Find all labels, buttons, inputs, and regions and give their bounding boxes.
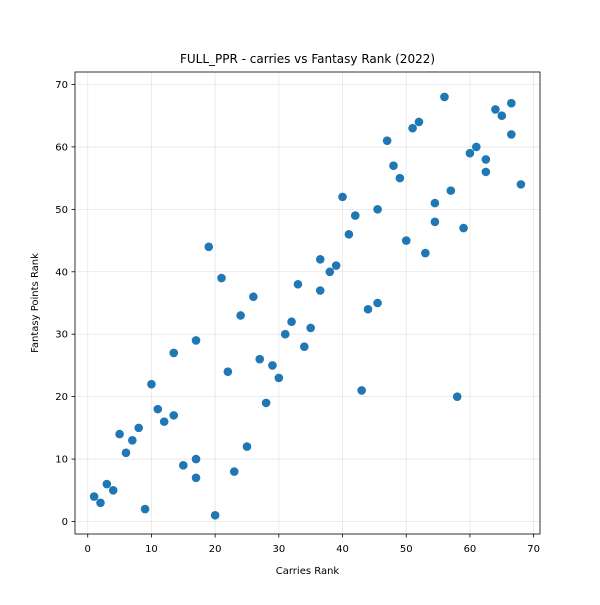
x-tick-label: 20 — [209, 544, 222, 555]
data-point — [414, 117, 424, 127]
data-point — [169, 411, 179, 420]
data-point — [382, 136, 392, 145]
data-point — [421, 248, 430, 258]
data-point — [452, 392, 462, 401]
y-tick-label: 30 — [55, 330, 68, 341]
data-point — [115, 429, 124, 439]
data-point — [373, 205, 382, 214]
y-tick-label: 70 — [55, 80, 68, 91]
data-point — [401, 236, 411, 245]
data-point — [223, 367, 233, 376]
data-point — [210, 510, 220, 520]
data-point — [287, 317, 296, 327]
data-point — [306, 323, 315, 333]
data-point — [96, 498, 105, 508]
data-point — [350, 211, 360, 220]
x-tick-label: 70 — [527, 544, 540, 555]
data-point — [89, 492, 99, 501]
data-point — [459, 223, 468, 233]
data-point — [481, 167, 491, 177]
data-point — [121, 448, 131, 458]
y-axis-ticks: 0 10 20 30 40 50 60 70 — [55, 80, 75, 528]
x-tick-label: 50 — [400, 544, 413, 555]
data-point — [108, 485, 118, 495]
data-point — [229, 467, 239, 476]
data-point — [389, 161, 398, 170]
data-point — [446, 186, 456, 195]
data-point — [325, 267, 335, 277]
plot-frame — [74, 71, 541, 535]
data-point — [440, 92, 449, 102]
data-point — [430, 217, 440, 227]
data-point — [491, 105, 500, 114]
data-point — [159, 417, 169, 426]
x-axis-label: Carries Rank — [276, 566, 340, 577]
x-tick-label: 40 — [336, 544, 349, 555]
y-tick-label: 10 — [55, 455, 68, 466]
data-point — [191, 473, 201, 483]
data-point — [395, 173, 405, 183]
data-point — [134, 423, 143, 433]
grid-lines — [75, 72, 540, 534]
data-point — [373, 298, 382, 308]
data-point — [204, 242, 214, 252]
data-point — [268, 361, 277, 370]
data-point — [261, 398, 271, 408]
data-point — [338, 192, 347, 202]
data-point — [217, 273, 226, 283]
data-point — [516, 180, 526, 189]
data-point — [274, 373, 284, 383]
data-point — [140, 504, 150, 514]
data-point — [331, 261, 341, 270]
x-tick-label: 60 — [464, 544, 477, 555]
y-axis-label: Fantasy Points Rank — [30, 253, 41, 353]
x-axis-ticks: 0 10 20 30 40 50 60 70 — [85, 534, 540, 555]
x-tick-label: 10 — [145, 544, 158, 555]
chart-title: FULL_PPR - carries vs Fantasy Rank (2022… — [180, 52, 435, 66]
data-point — [249, 292, 258, 302]
data-point — [408, 123, 417, 133]
data-point — [191, 454, 201, 464]
data-point — [465, 148, 475, 158]
data-point — [280, 329, 290, 339]
data-point — [102, 479, 112, 489]
data-point — [344, 230, 354, 239]
data-point — [300, 342, 309, 352]
data-points — [89, 92, 526, 520]
data-point — [315, 254, 325, 264]
y-tick-label: 20 — [55, 392, 68, 403]
data-point — [191, 336, 201, 345]
data-point — [178, 461, 188, 470]
data-point — [357, 386, 366, 395]
data-point — [242, 442, 252, 451]
data-point — [315, 286, 325, 295]
y-tick-label: 50 — [55, 205, 68, 216]
data-point — [236, 311, 245, 320]
data-point — [507, 98, 516, 108]
data-point — [472, 142, 481, 152]
x-tick-label: 30 — [272, 544, 285, 555]
data-point — [147, 379, 156, 389]
y-tick-label: 0 — [62, 517, 68, 528]
data-point — [128, 436, 137, 445]
y-tick-label: 40 — [55, 267, 68, 278]
data-point — [497, 111, 507, 121]
data-point — [169, 348, 179, 358]
data-point — [255, 354, 265, 364]
data-point — [363, 304, 373, 314]
x-tick-label: 0 — [85, 544, 91, 555]
data-point — [507, 130, 516, 139]
data-point — [293, 279, 303, 289]
y-tick-label: 60 — [55, 142, 68, 153]
data-point — [153, 404, 163, 414]
data-point — [430, 198, 440, 208]
data-point — [481, 155, 491, 164]
